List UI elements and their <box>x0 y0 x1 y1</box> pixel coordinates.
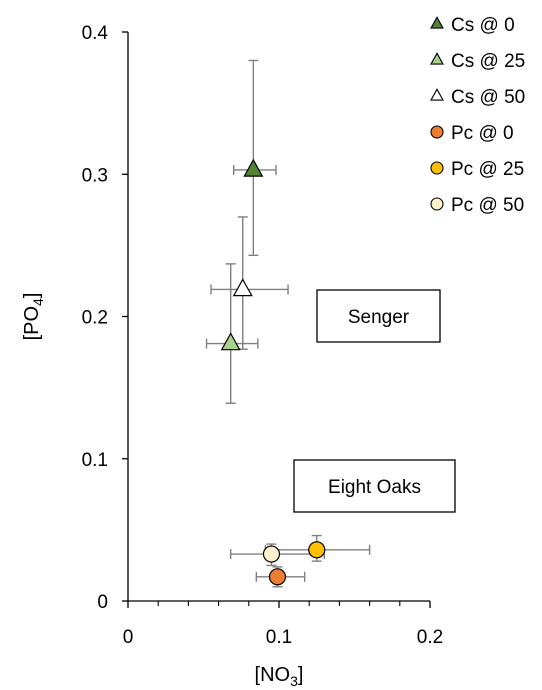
y-tick-label: 0.1 <box>82 450 108 471</box>
y-tick-label: 0.2 <box>82 308 108 329</box>
x-axis-label-tail: ] <box>298 664 304 686</box>
data-point-cs-0 <box>243 158 264 177</box>
annotation-eight-oaks-box <box>293 459 456 513</box>
legend-triangle-icon <box>430 88 444 101</box>
data-point-pc-25 <box>308 541 326 559</box>
legend-label: Cs @ 0 <box>451 15 515 36</box>
legend-label: Pc @ 50 <box>451 195 524 216</box>
x-tick-label: 0.2 <box>417 627 443 648</box>
legend-label: Cs @ 25 <box>451 51 525 72</box>
data-point-cs-50 <box>232 278 253 297</box>
y-tick-label: 0 <box>97 592 108 613</box>
legend-label: Pc @ 25 <box>451 159 524 180</box>
data-point-pc-50 <box>262 545 281 563</box>
legend-item: Cs @ 50 <box>430 87 525 108</box>
y-axis-label-main: [PO <box>21 306 43 340</box>
legend-item: Pc @ 0 <box>430 123 514 144</box>
legend-item: Cs @ 0 <box>430 15 515 36</box>
y-ticks: 0 0.1 0.2 0.3 0.4 <box>82 23 128 613</box>
legend-item: Pc @ 25 <box>430 159 524 180</box>
x-tick-label: 0 <box>123 627 134 648</box>
data-point-cs-25 <box>220 332 241 351</box>
legend-circle-icon <box>430 161 444 175</box>
data-point-pc-0 <box>268 568 287 586</box>
legend-triangle-icon <box>430 16 444 29</box>
legend-triangle-icon <box>430 52 444 65</box>
legend: Cs @ 0 Cs @ 25 Cs @ 50 Pc @ 0 Pc @ 25 Pc @ 50 <box>430 15 525 216</box>
annotation-senger: Senger <box>316 289 441 343</box>
annotation-eight-oaks: Eight Oaks <box>293 459 456 513</box>
x-axis-label-main: [NO <box>255 664 291 686</box>
y-tick-label: 0.3 <box>82 165 108 186</box>
legend-item: Pc @ 50 <box>430 195 524 216</box>
legend-circle-icon <box>430 197 444 211</box>
x-ticks: 0 0.1 0.2 <box>123 601 443 648</box>
legend-label: Pc @ 0 <box>451 123 514 144</box>
x-tick-label: 0.1 <box>266 627 292 648</box>
annotation-senger-box <box>316 289 441 343</box>
y-tick-label: 0.4 <box>82 23 109 44</box>
data-points <box>220 158 326 586</box>
legend-circle-icon <box>430 125 444 139</box>
y-axis-label-tail: ] <box>21 293 43 299</box>
x-axis-label-sub: 3 <box>290 673 298 689</box>
y-axis-label-sub: 4 <box>30 298 46 306</box>
legend-item: Cs @ 25 <box>430 51 525 72</box>
annotation-senger-text: Senger <box>348 307 410 328</box>
annotation-eight-oaks-text: Eight Oaks <box>328 477 421 498</box>
y-axis-label: [PO4] <box>21 293 46 341</box>
legend-label: Cs @ 50 <box>451 87 525 108</box>
x-axis-label: [NO3] <box>255 664 304 689</box>
